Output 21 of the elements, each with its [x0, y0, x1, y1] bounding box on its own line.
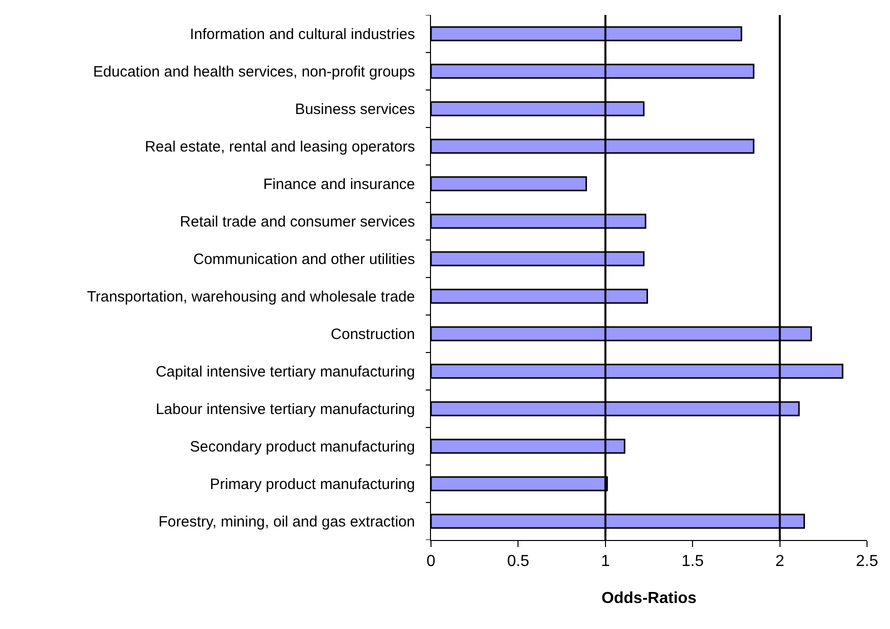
y-tick-label: Education and health services, non-profit groups: [93, 64, 415, 80]
y-tick-label: Construction: [330, 326, 415, 343]
x-tick-label: 2.5: [856, 553, 878, 570]
y-tick-label: Finance and insurance: [263, 176, 415, 193]
x-axis-title: Odds-Ratios: [601, 590, 697, 607]
y-tick-label: Business services: [294, 101, 415, 118]
y-tick-label: Retail trade and consumer services: [180, 214, 415, 230]
y-tick-label: Labour intensive tertiary manufacturing: [156, 401, 415, 418]
y-tick-label: Capital intensive tertiary manufacturing: [156, 364, 415, 380]
y-tick-label: Transportation, warehousing and wholesale trade: [87, 288, 415, 306]
y-tick-label: Information and cultural industries: [190, 26, 415, 43]
y-tick-label: Secondary product manufacturing: [190, 438, 415, 456]
y-tick-label: Primary product manufacturing: [210, 476, 415, 493]
x-tick-label: 1: [600, 553, 610, 570]
y-tick-label: Real estate, rental and leasing operators: [144, 138, 415, 156]
y-tick-label: Communication and other utilities: [193, 251, 415, 268]
x-tick-label: 0: [426, 553, 436, 570]
x-tick-label: 2: [775, 553, 784, 570]
y-tick-label: Forestry, mining, oil and gas extraction: [158, 514, 415, 530]
x-tick-label: 0.5: [507, 553, 530, 570]
x-tick-label: 1.5: [681, 553, 704, 570]
